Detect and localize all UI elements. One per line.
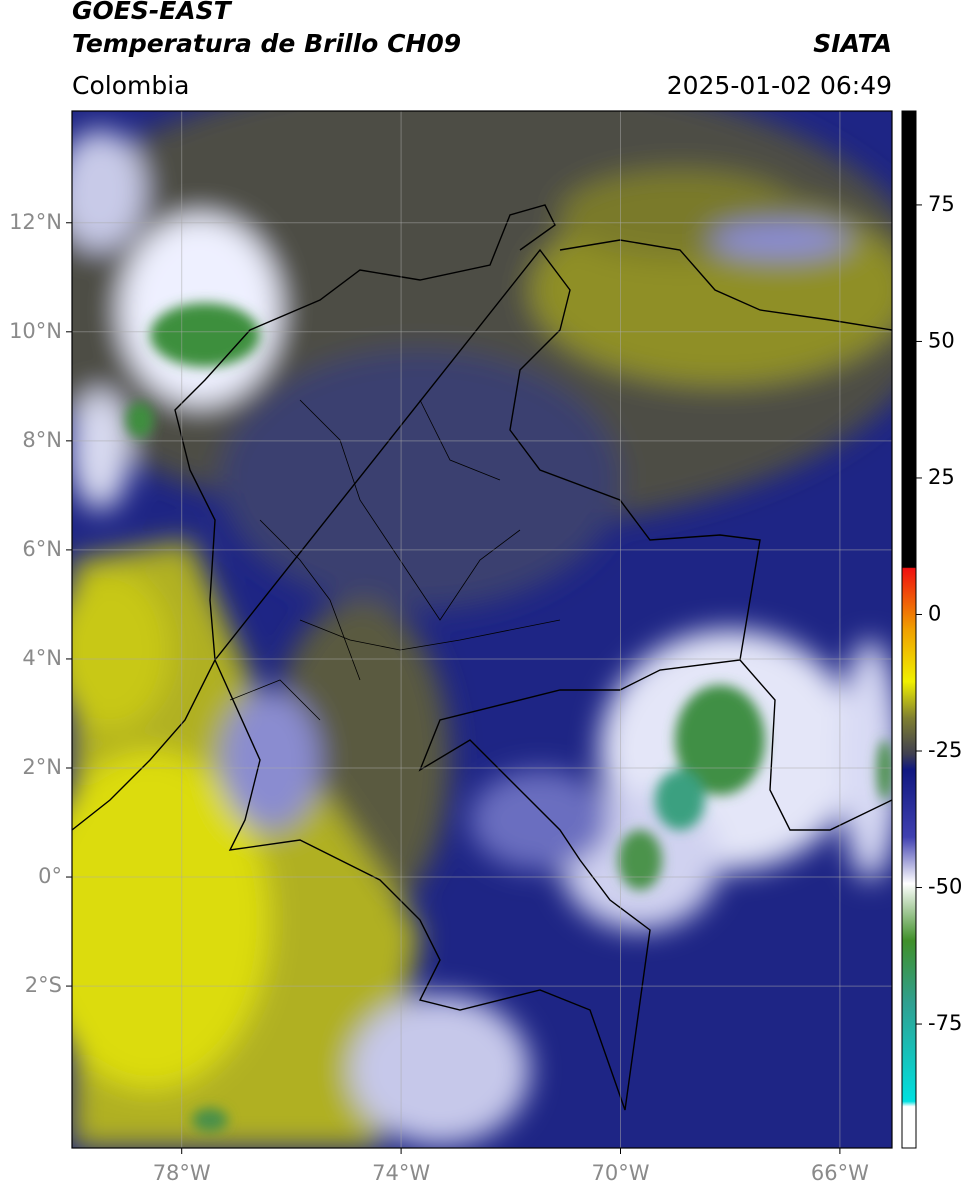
colorbar-tick-label: 50 [928,328,955,352]
colorbar-tick-label: -50 [928,875,962,899]
x-tick-label: 74°W [372,1161,430,1185]
x-tick-label: 78°W [153,1161,211,1185]
colorbar [901,110,917,1149]
colorbar-tick-label: -75 [928,1011,962,1035]
satellite-image [72,111,892,1148]
graticule [72,111,892,1148]
region-label: Colombia [72,71,189,100]
y-tick-label: 8°N [22,428,62,452]
colorbar-tick-label: -25 [928,738,962,762]
y-tick-label: 0° [38,864,62,888]
y-tick-label: 12°N [9,210,62,234]
datetime-label: 2025-01-02 06:49 [667,71,892,100]
x-tick-label: 70°W [591,1161,649,1185]
colorbar-tick-label: 0 [928,601,941,625]
colorbar-tick-label: 25 [928,465,955,489]
map-frame [71,110,893,1149]
y-tick-label: 6°N [22,537,62,561]
y-tick-label: 2°S [25,973,62,997]
product-title: Temperatura de Brillo CH09 [72,29,461,58]
y-tick-label: 2°N [22,755,62,779]
y-tick-label: 4°N [22,646,62,670]
x-tick-label: 66°W [811,1161,869,1185]
satellite-title: GOES-EAST [72,0,233,25]
agency-title: SIATA [813,29,892,58]
y-tick-label: 10°N [9,319,62,343]
colorbar-tick-label: 75 [928,192,955,216]
